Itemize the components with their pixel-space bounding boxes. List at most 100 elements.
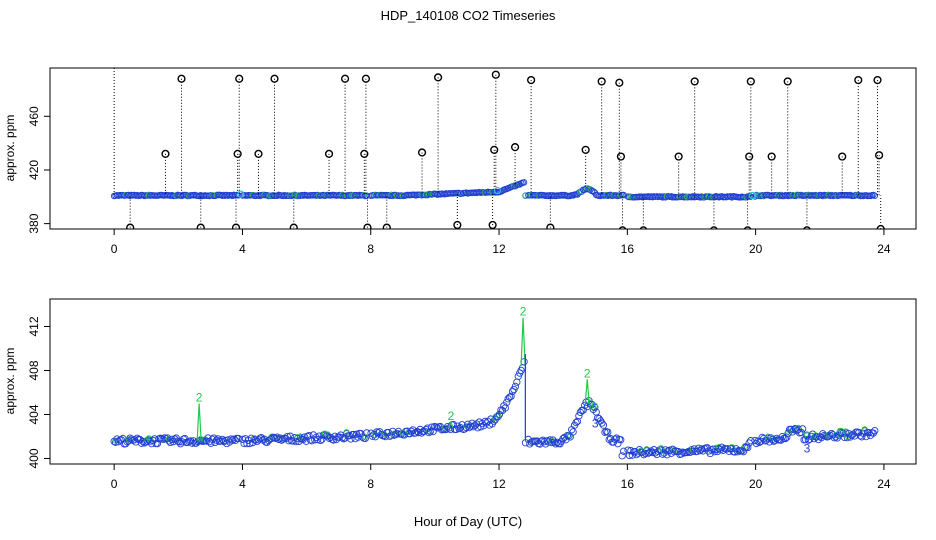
outlier-point	[490, 145, 499, 154]
trace-point-alt	[775, 191, 782, 198]
trace-point	[301, 433, 309, 441]
trace-point	[572, 418, 580, 427]
trace-point	[363, 429, 371, 437]
trace-point-alt	[362, 433, 369, 440]
outlier-point	[363, 223, 372, 229]
trace-point	[368, 432, 377, 440]
x-tick-label: 20	[749, 242, 763, 256]
trace-point	[591, 403, 599, 411]
outlier-point	[743, 226, 752, 229]
trace-point-alt	[825, 191, 832, 198]
x-tick-label: 12	[492, 477, 506, 491]
trace-point-alt	[510, 182, 517, 189]
trace-point	[230, 435, 238, 443]
trace-point	[302, 437, 310, 445]
trace-point	[569, 428, 577, 436]
outlier-point	[854, 75, 863, 85]
trace-point	[224, 436, 232, 444]
trace-point	[670, 448, 678, 456]
trace-point	[840, 433, 849, 442]
y-tick-label: 408	[27, 360, 41, 380]
x-axis-label: Hour of Day (UTC)	[413, 514, 523, 529]
trace-point	[552, 440, 560, 448]
outlier-point	[876, 224, 885, 229]
trace-point	[666, 446, 674, 454]
outlier-point	[289, 223, 298, 229]
spike-line	[448, 420, 454, 428]
x-tick-label: 4	[239, 242, 246, 256]
spike-line	[520, 317, 526, 366]
outlier-point	[615, 78, 624, 87]
x-tick-label: 12	[492, 242, 506, 256]
trace-point	[520, 179, 528, 186]
trace-point	[734, 448, 742, 456]
trace-point	[771, 436, 779, 445]
outlier-point	[233, 149, 242, 158]
trace-point	[507, 392, 515, 400]
x-tick-label: 24	[877, 242, 891, 256]
trace-point-alt	[388, 191, 395, 198]
outlier-point	[803, 226, 811, 229]
y-tick-label: 404	[27, 404, 41, 424]
chart-title: HDP_140108 CO2 Timeseries	[380, 8, 556, 23]
x-tick-label: 16	[621, 242, 635, 256]
trace-point	[227, 435, 235, 443]
outlier-point	[417, 148, 427, 157]
outlier-point	[838, 152, 847, 161]
trace-point	[143, 437, 151, 445]
trace-point-alt	[728, 443, 735, 450]
outlier-point	[618, 226, 627, 229]
outlier-point	[616, 152, 626, 161]
trace-point-alt	[603, 192, 610, 199]
trace-point	[575, 189, 583, 196]
trace-point	[617, 436, 625, 444]
outlier-point	[527, 75, 536, 85]
outlier-point	[639, 226, 648, 229]
outlier-point	[360, 149, 369, 158]
trace-point	[791, 424, 800, 433]
outlier-point	[254, 149, 263, 158]
y-tick-label: 420	[27, 160, 41, 180]
flag-2-label: 2	[196, 391, 203, 405]
outlier-point	[510, 143, 520, 152]
flag-point	[237, 190, 245, 198]
outlier-point	[674, 152, 683, 161]
x-tick-label: 16	[621, 477, 635, 491]
trace-point	[243, 439, 251, 448]
y-tick-label: 460	[27, 106, 41, 126]
outlier-point	[875, 151, 884, 160]
trace-point	[511, 382, 520, 391]
trace-point	[335, 433, 343, 441]
trace-point	[747, 193, 754, 200]
trace-point	[768, 435, 776, 444]
trace-point	[513, 378, 521, 386]
plot-marks	[110, 68, 885, 229]
trace-point	[432, 423, 440, 431]
trace-point	[573, 417, 582, 426]
trace-point	[731, 448, 739, 456]
outlier-point	[433, 73, 443, 82]
trace-point	[426, 427, 434, 436]
trace-point	[625, 451, 634, 460]
trace-point	[314, 435, 322, 444]
x-tick-label: 8	[367, 477, 374, 491]
outlier-point	[235, 74, 244, 83]
trace-point	[283, 432, 291, 441]
y-tick-label: 412	[27, 316, 41, 336]
trace-point	[858, 433, 866, 441]
outlier-point	[546, 223, 555, 229]
trace-point	[599, 421, 608, 429]
plot-frame	[49, 298, 917, 465]
flag-2-label: 2	[448, 409, 455, 423]
trace-point-alt	[591, 402, 598, 409]
trace-point	[462, 423, 470, 432]
x-tick-label: 4	[239, 477, 246, 491]
outlier-point	[597, 77, 606, 86]
trace-point	[217, 437, 225, 445]
trace-point	[514, 372, 522, 380]
x-tick-label: 24	[877, 477, 891, 491]
trace-point	[620, 191, 627, 199]
x-tick-label: 0	[111, 477, 118, 491]
flag-point	[493, 186, 502, 195]
